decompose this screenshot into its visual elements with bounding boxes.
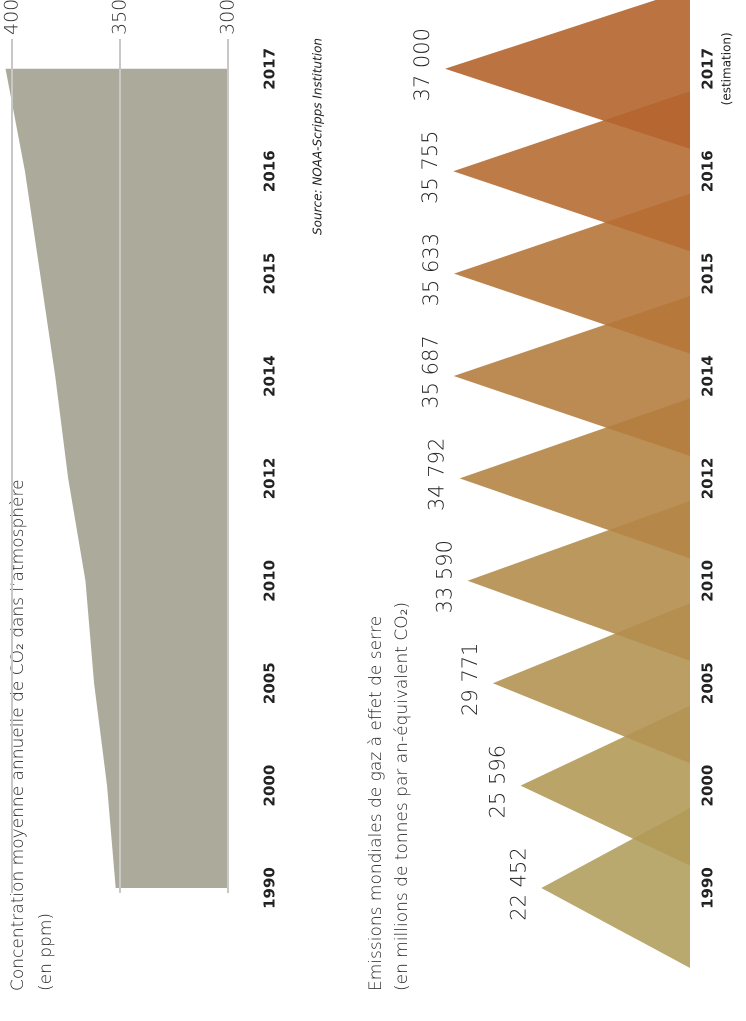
- y-tick-label: 350: [109, 0, 131, 35]
- x-tick-label: 2000: [699, 765, 717, 807]
- chart-subtitle: (en millions de tonnes par an-équivalent…: [392, 602, 412, 991]
- x-tick-label: 1990: [699, 867, 717, 909]
- x-tick-label: 2017: [261, 48, 279, 90]
- x-tick-label: 2015: [699, 253, 717, 295]
- value-label: 35 687: [419, 335, 443, 408]
- value-label: 35 755: [418, 130, 442, 203]
- x-tick-label: 2005: [261, 662, 279, 704]
- value-label: 29 771: [458, 642, 482, 715]
- x-tick-label: 2010: [699, 560, 717, 602]
- value-label: 22 452: [506, 847, 530, 920]
- triangle: [445, 0, 690, 149]
- chart-subtitle: (en ppm): [36, 913, 56, 991]
- chart-title: Emissions mondiales de gaz à effet de se…: [366, 616, 386, 991]
- x-tick-label: 2017: [699, 48, 717, 90]
- x-tick-label: 2014: [261, 355, 279, 397]
- x-tick-label: 2012: [261, 458, 279, 500]
- value-label: 35 633: [419, 233, 443, 306]
- triangle: [453, 91, 690, 252]
- x-tick-label: 2005: [699, 662, 717, 704]
- x-tick-label: 2016: [261, 150, 279, 192]
- triangle: [467, 500, 690, 661]
- annotation: (estimation): [720, 32, 734, 105]
- x-tick-label: 2014: [699, 355, 717, 397]
- triangle: [454, 193, 690, 354]
- y-tick-label: 300: [217, 0, 239, 35]
- y-tick-label: 400: [1, 0, 23, 35]
- value-label: 37 000: [410, 28, 434, 101]
- source: Source: NOAA-Scripps Institution: [311, 38, 325, 235]
- rotated-frame: Concentration moyenne annuelle de CO₂ da…: [1, 0, 734, 991]
- value-label: 25 596: [486, 745, 510, 818]
- x-tick-label: 2000: [261, 765, 279, 807]
- triangle: [459, 398, 690, 559]
- x-tick-label: 2010: [261, 560, 279, 602]
- x-tick-label: 2016: [699, 150, 717, 192]
- x-tick-label: 2015: [261, 253, 279, 295]
- value-label: 34 792: [425, 438, 449, 511]
- triangle: [453, 296, 690, 456]
- value-label: 33 590: [433, 540, 457, 613]
- x-tick-label: 1990: [261, 867, 279, 909]
- x-tick-label: 2012: [699, 458, 717, 500]
- area: [5, 68, 228, 888]
- triangle: [492, 603, 690, 764]
